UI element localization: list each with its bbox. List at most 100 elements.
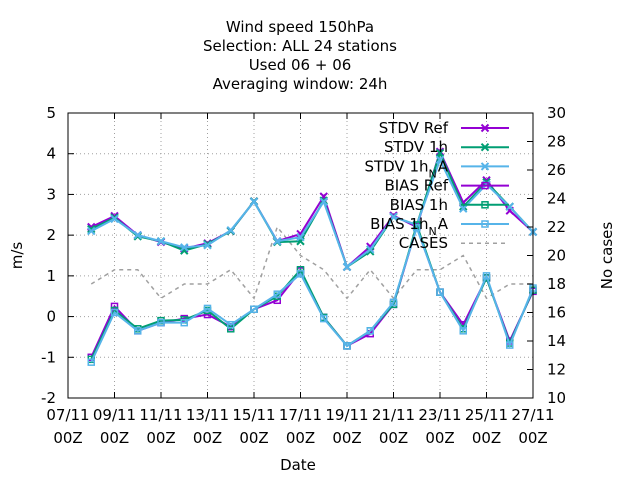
series-1 <box>87 148 538 272</box>
y-tick-label: 1 <box>46 267 56 285</box>
legend-marker <box>480 162 490 171</box>
data-point <box>366 327 374 335</box>
data-point <box>157 318 165 327</box>
legend-marker <box>481 220 489 228</box>
x-tick-label-time: 00Z <box>53 429 82 447</box>
y-tick-label: 2 <box>46 226 56 244</box>
legend-suffix: A <box>438 157 449 175</box>
data-point <box>110 308 119 317</box>
legend-subscript: N <box>429 225 437 238</box>
data-point <box>180 318 188 327</box>
data-point <box>110 214 119 224</box>
x-tick-label: 13/11 <box>186 406 229 424</box>
data-point <box>482 272 491 280</box>
x-tick-label-time: 00Z <box>239 429 268 447</box>
axis-ticks: -2-1012345101214161820222426283007/1100Z… <box>41 104 566 447</box>
data-point <box>226 226 235 235</box>
legend-label: BIAS 1hNA <box>370 215 449 238</box>
chart-title-line: Averaging window: 24h <box>213 75 388 93</box>
series-layer <box>87 147 538 366</box>
chart-title-line: Used 06 + 06 <box>249 56 352 74</box>
y2-tick-label: 14 <box>547 332 566 350</box>
data-point <box>203 304 212 313</box>
y2-tick-label: 10 <box>547 389 566 407</box>
legend-name: STDV 1h <box>384 138 448 156</box>
legend-label: BIAS Ref <box>384 177 448 195</box>
data-point <box>249 197 259 206</box>
x-tick-label: 21/11 <box>372 406 415 424</box>
data-point <box>413 224 421 232</box>
x-tick-label: 09/11 <box>93 406 136 424</box>
data-point <box>87 224 96 234</box>
y2-tick-label: 26 <box>547 161 566 179</box>
data-point <box>459 327 467 335</box>
legend-subscript: N <box>429 167 437 180</box>
y-tick-label: 0 <box>46 308 56 326</box>
y2-tick-label: 16 <box>547 304 566 322</box>
series-6 <box>90 225 533 300</box>
y-axis-label: m/s <box>8 242 26 270</box>
legend-name: STDV 1h <box>364 157 428 175</box>
y2-tick-label: 30 <box>547 104 566 122</box>
x-tick-label-time: 00Z <box>100 429 129 447</box>
y-tick-label: 3 <box>46 185 56 203</box>
data-point <box>320 314 328 323</box>
data-point <box>250 305 258 313</box>
data-point <box>296 270 305 278</box>
y2-tick-label: 20 <box>547 247 566 265</box>
legend-name: BIAS Ref <box>384 177 448 195</box>
x-tick-label: 07/11 <box>46 406 89 424</box>
x-tick-label: 15/11 <box>232 406 275 424</box>
legend-marker <box>480 142 490 152</box>
legend-marker <box>481 181 489 190</box>
series-line <box>90 224 534 363</box>
x-tick-label: 27/11 <box>511 406 554 424</box>
x-tick-label-time: 00Z <box>332 429 361 447</box>
data-point <box>342 262 352 272</box>
data-point <box>273 290 281 298</box>
data-point <box>87 226 96 236</box>
legend-name: CASES <box>399 234 448 252</box>
legend-suffix: A <box>438 215 449 233</box>
data-point <box>203 241 212 250</box>
legend-name: BIAS 1h <box>390 196 448 214</box>
series-5 <box>87 224 537 366</box>
x-tick-label: 17/11 <box>279 406 322 424</box>
data-point <box>459 204 468 213</box>
legend-marker <box>480 123 490 133</box>
data-point <box>87 358 95 366</box>
data-point <box>506 341 514 349</box>
y2-tick-label: 24 <box>547 190 566 208</box>
x-tick-label: 11/11 <box>139 406 182 424</box>
x-tick-label: 19/11 <box>325 406 368 424</box>
data-point <box>389 298 398 307</box>
y2-tick-label: 28 <box>547 133 566 151</box>
legend-marker <box>481 201 489 209</box>
series-line <box>90 225 533 300</box>
data-point <box>366 245 375 254</box>
data-point <box>133 230 142 240</box>
data-point <box>156 237 166 246</box>
legend-name: STDV Ref <box>379 119 449 137</box>
data-point <box>180 243 189 252</box>
y-tick-label: -1 <box>41 348 56 366</box>
x-tick-label-time: 00Z <box>286 429 315 447</box>
legend-label: STDV 1hNA <box>364 157 448 180</box>
data-point <box>134 327 142 335</box>
x-tick-label-time: 00Z <box>425 429 454 447</box>
y-tick-label: 5 <box>46 104 56 122</box>
data-point <box>435 148 445 158</box>
data-point <box>389 212 398 222</box>
legend-label: STDV Ref <box>379 119 449 137</box>
legend-name: BIAS 1h <box>370 215 428 233</box>
data-point <box>436 288 444 296</box>
data-point <box>273 237 282 246</box>
x-tick-label: 25/11 <box>465 406 508 424</box>
data-point <box>319 197 328 206</box>
legend-label: CASES <box>399 234 448 252</box>
x-tick-label-time: 00Z <box>379 429 408 447</box>
data-point <box>366 247 375 256</box>
y-tick-label: 4 <box>46 145 56 163</box>
